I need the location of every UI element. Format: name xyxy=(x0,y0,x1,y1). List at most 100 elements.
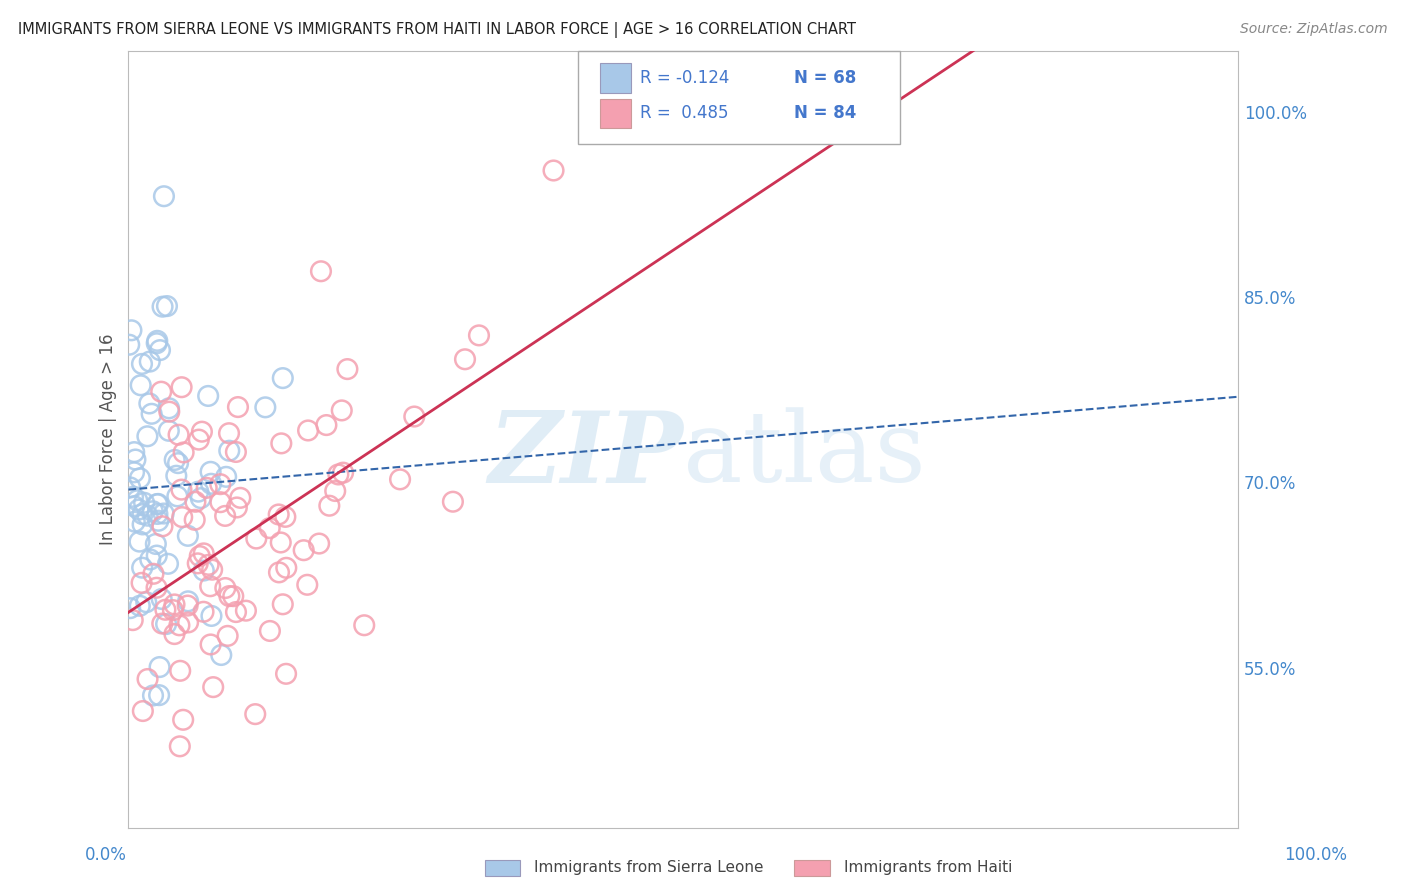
Point xyxy=(225,445,247,459)
Point xyxy=(389,472,412,486)
Text: Immigrants from Sierra Leone: Immigrants from Sierra Leone xyxy=(534,860,763,874)
Point xyxy=(328,467,350,482)
Point xyxy=(318,499,340,513)
Text: 0.0%: 0.0% xyxy=(84,846,127,863)
Point xyxy=(190,491,212,505)
Point xyxy=(163,598,186,612)
Point xyxy=(157,401,180,416)
Point xyxy=(139,552,162,566)
Point xyxy=(276,561,298,575)
FancyBboxPatch shape xyxy=(600,63,631,93)
Point xyxy=(150,384,173,399)
Text: atlas: atlas xyxy=(683,407,927,503)
Point xyxy=(309,264,332,278)
Point xyxy=(150,616,173,631)
Point xyxy=(193,605,215,619)
Point xyxy=(148,514,170,528)
Point xyxy=(191,425,214,439)
Point xyxy=(118,337,141,351)
Point xyxy=(128,534,150,549)
Point xyxy=(149,660,172,674)
Point xyxy=(166,489,188,503)
Point xyxy=(162,603,184,617)
Point xyxy=(193,546,215,560)
Point xyxy=(271,597,294,611)
Point xyxy=(184,495,207,509)
Point xyxy=(172,510,194,524)
Point xyxy=(146,334,169,348)
Point xyxy=(214,508,236,523)
Point xyxy=(157,405,180,419)
Point xyxy=(245,707,267,722)
Point xyxy=(292,543,315,558)
Point xyxy=(187,484,209,499)
Point xyxy=(146,507,169,521)
Point xyxy=(195,481,218,495)
Point xyxy=(136,429,159,443)
Point xyxy=(222,589,245,603)
Point xyxy=(259,521,281,535)
Point xyxy=(146,497,169,511)
Point xyxy=(120,480,142,494)
Point xyxy=(209,495,232,509)
Text: Source: ZipAtlas.com: Source: ZipAtlas.com xyxy=(1240,22,1388,37)
Point xyxy=(150,591,173,606)
Point xyxy=(136,672,159,686)
Text: 100.0%: 100.0% xyxy=(1285,846,1347,863)
Point xyxy=(163,627,186,641)
Y-axis label: In Labor Force | Age > 16: In Labor Force | Age > 16 xyxy=(100,334,117,545)
Point xyxy=(315,418,337,433)
Point xyxy=(200,609,222,624)
Point xyxy=(142,504,165,518)
Point xyxy=(245,532,267,546)
Point xyxy=(323,483,346,498)
Point xyxy=(330,403,353,417)
Point xyxy=(156,299,179,313)
Point xyxy=(218,589,240,603)
Point xyxy=(202,680,225,694)
Point xyxy=(209,648,232,662)
Point xyxy=(193,564,215,578)
Point xyxy=(200,638,222,652)
Text: Immigrants from Haiti: Immigrants from Haiti xyxy=(844,860,1012,874)
Point xyxy=(267,508,290,522)
Point xyxy=(169,664,191,678)
Point xyxy=(145,581,167,595)
Point xyxy=(169,739,191,754)
Text: IMMIGRANTS FROM SIERRA LEONE VS IMMIGRANTS FROM HAITI IN LABOR FORCE | AGE > 16 : IMMIGRANTS FROM SIERRA LEONE VS IMMIGRAN… xyxy=(18,22,856,38)
Point xyxy=(157,424,180,438)
Point xyxy=(120,323,142,337)
Point xyxy=(152,507,174,521)
Point xyxy=(172,713,194,727)
Point xyxy=(156,557,179,571)
Point xyxy=(135,595,157,609)
Point xyxy=(214,581,236,595)
Point xyxy=(254,401,277,415)
Point xyxy=(145,537,167,551)
Point xyxy=(270,436,292,450)
Point xyxy=(132,704,155,718)
Point xyxy=(128,471,150,485)
Point xyxy=(297,424,319,438)
Point xyxy=(235,604,257,618)
Point xyxy=(274,666,297,681)
Point xyxy=(145,336,167,351)
Point xyxy=(167,427,190,442)
Text: ZIP: ZIP xyxy=(488,407,683,503)
Point xyxy=(132,496,155,510)
Point xyxy=(127,493,149,508)
Point xyxy=(308,536,330,550)
Text: N = 68: N = 68 xyxy=(794,69,856,87)
Point xyxy=(177,529,200,543)
Point xyxy=(165,468,187,483)
Point xyxy=(145,549,167,563)
Point xyxy=(200,579,222,593)
Point xyxy=(136,508,159,523)
Point xyxy=(177,594,200,608)
Point xyxy=(177,615,200,630)
Point xyxy=(187,557,209,571)
Point xyxy=(122,490,145,504)
Point xyxy=(122,499,145,513)
Point xyxy=(209,477,232,491)
Point xyxy=(170,380,193,394)
